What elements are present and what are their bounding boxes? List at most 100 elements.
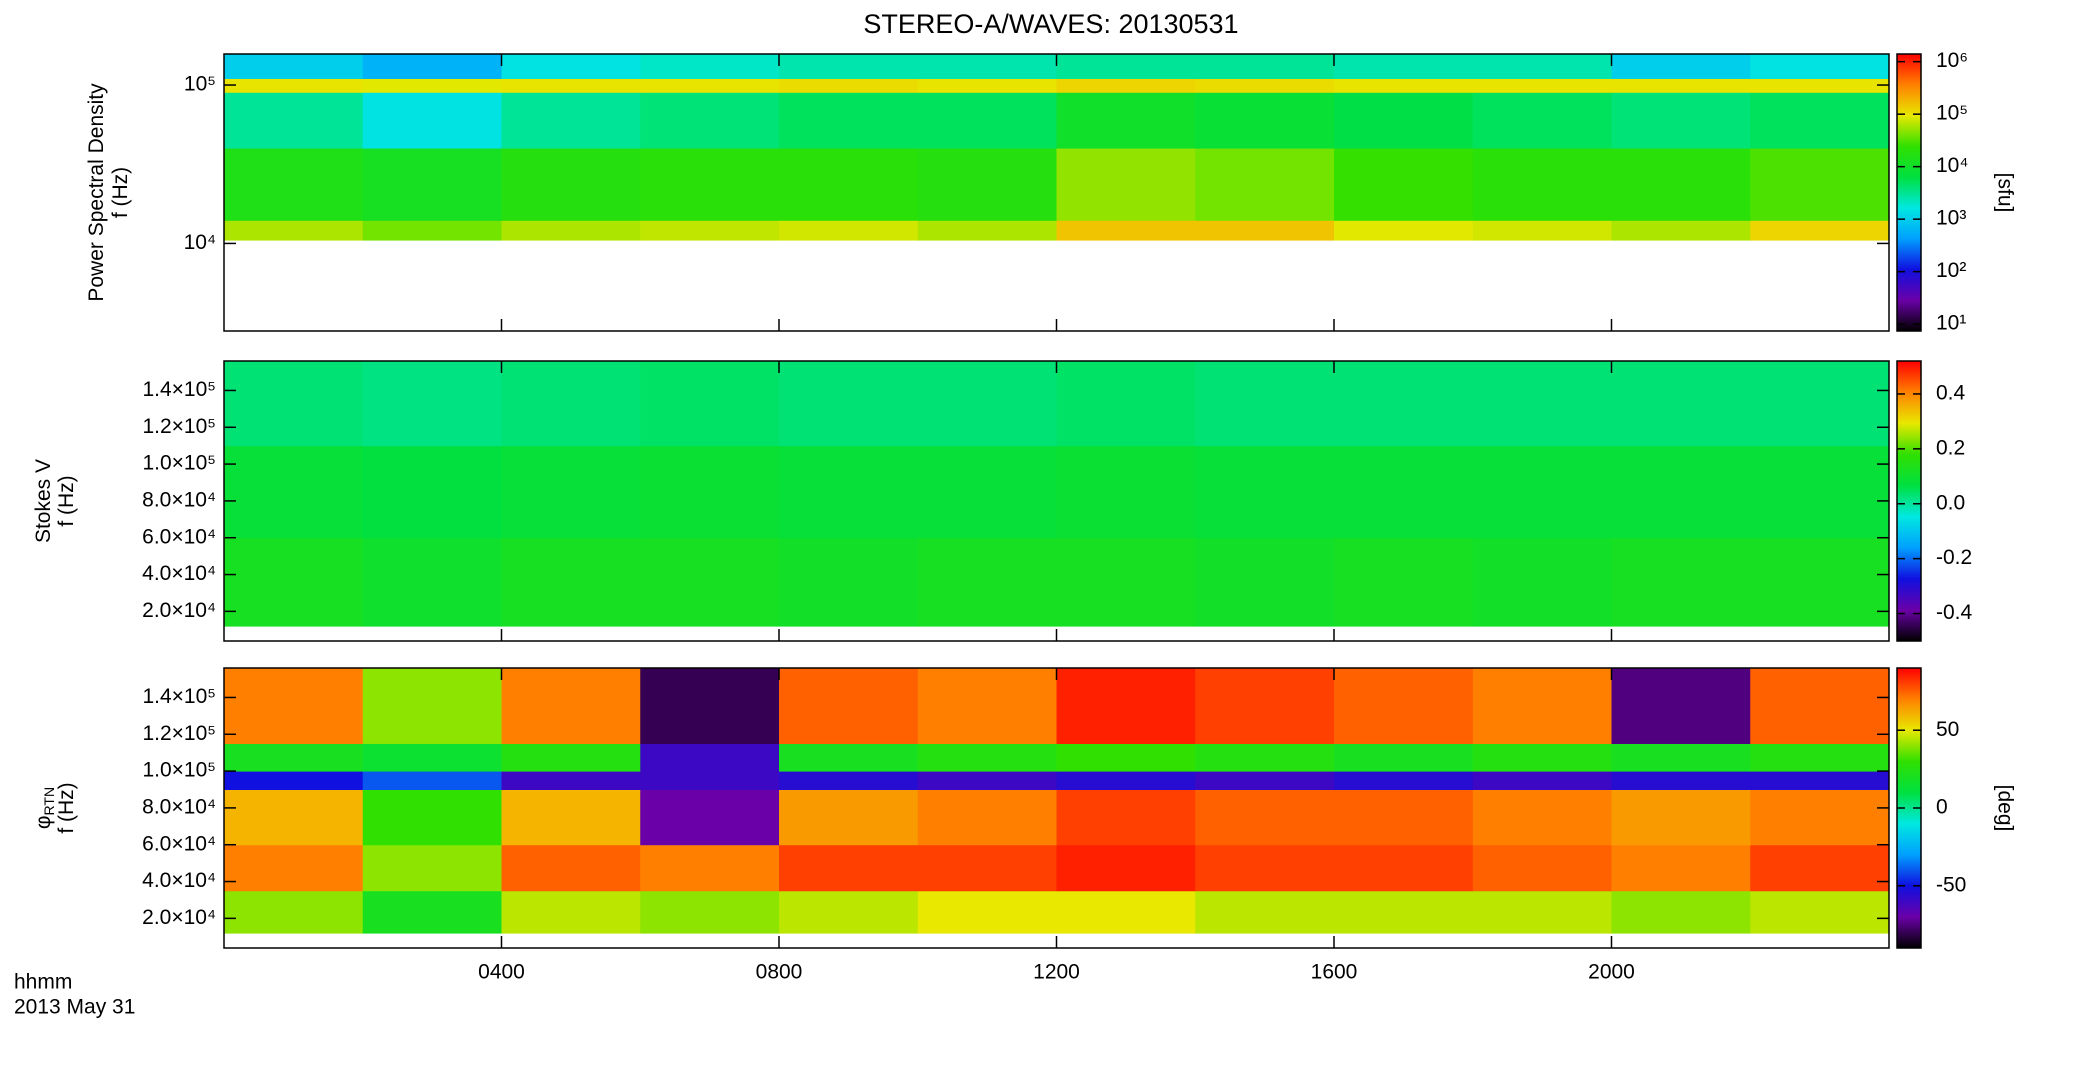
colorbar-tick-label: 10⁶ — [1936, 49, 1968, 72]
heatmap-cell — [917, 890, 1057, 934]
heatmap-cell — [1195, 844, 1335, 892]
heatmap-cell — [1611, 361, 1751, 447]
heatmap-cell — [224, 54, 364, 79]
heatmap-cell — [1750, 445, 1890, 539]
y-tick-label: 10⁴ — [184, 231, 216, 254]
heatmap-cell — [501, 220, 641, 241]
heatmap-cell — [1750, 220, 1890, 241]
heatmap-cell — [1472, 771, 1612, 790]
heatmap-cell — [779, 361, 919, 447]
heatmap-cell — [1472, 844, 1612, 892]
heatmap-cell — [779, 668, 919, 744]
heatmap-cell — [779, 92, 919, 149]
x-tick-label: 1600 — [1311, 961, 1358, 984]
heatmap-cell — [1056, 78, 1196, 93]
heatmap-cell — [917, 771, 1057, 790]
y-tick-label: 1.0×10⁵ — [142, 452, 216, 475]
heatmap-cell — [1611, 78, 1751, 93]
y-tick-label: 6.0×10⁴ — [142, 525, 216, 548]
heatmap-cell — [1195, 789, 1335, 846]
heatmap-cell — [1472, 890, 1612, 934]
heatmap-cell — [1056, 844, 1196, 892]
colorbar — [1896, 53, 1922, 332]
y-tick-label: 2.0×10⁴ — [142, 599, 216, 622]
heatmap-cell — [1056, 771, 1196, 790]
heatmap-cell — [1056, 92, 1196, 149]
y-axis-label: Power Spectral Density — [85, 83, 108, 302]
heatmap-cell — [1334, 361, 1474, 447]
heatmap-cell — [1195, 537, 1335, 627]
heatmap-cell — [1334, 78, 1474, 93]
heatmap-cell — [1195, 743, 1335, 772]
heatmap-cell — [362, 537, 502, 627]
heatmap-cell — [1611, 844, 1751, 892]
heatmap-cell — [362, 445, 502, 539]
heatmap-cell — [501, 537, 641, 627]
heatmap-cell — [1195, 148, 1335, 221]
heatmap-cell — [1750, 361, 1890, 447]
heatmap-cell — [501, 445, 641, 539]
heatmap-cell — [362, 844, 502, 892]
heatmap-cell — [362, 92, 502, 149]
colorbar-tick-label: 10⁵ — [1936, 102, 1968, 125]
heatmap-cell — [501, 361, 641, 447]
heatmap-cell — [640, 92, 780, 149]
heatmap-cell — [779, 890, 919, 934]
colorbar — [1896, 360, 1922, 642]
heatmap-cell — [640, 743, 780, 772]
heatmap-cell — [501, 771, 641, 790]
heatmap-cell — [917, 789, 1057, 846]
heatmap-cell — [501, 890, 641, 934]
heatmap-cell — [640, 445, 780, 539]
heatmap-cell — [1611, 92, 1751, 149]
heatmap-cell — [362, 771, 502, 790]
heatmap-cell — [1611, 220, 1751, 241]
y-axis-label-text: Stokes V — [32, 459, 55, 543]
colorbar-tick-label: -0.4 — [1936, 601, 1973, 624]
heatmap-cell — [224, 890, 364, 934]
heatmap-cell — [1056, 220, 1196, 241]
heatmap-cell — [1472, 78, 1612, 93]
heatmap-cell — [224, 445, 364, 539]
heatmap-cell — [1334, 844, 1474, 892]
heatmap-cell — [1195, 78, 1335, 93]
y-axis-label-text: f (Hz) — [55, 475, 78, 526]
heatmap-cell — [1750, 844, 1890, 892]
y-tick-label: 10⁵ — [184, 73, 216, 96]
heatmap-cell — [1334, 537, 1474, 627]
y-axis-label-text: φ — [32, 815, 55, 829]
y-axis-label-text: f (Hz) — [109, 167, 132, 218]
heatmap-cell — [1195, 92, 1335, 149]
y-tick-label: 4.0×10⁴ — [142, 869, 216, 892]
date-label: 2013 May 31 — [14, 996, 135, 1019]
heatmap-cell — [779, 148, 919, 221]
heatmap-cell — [917, 220, 1057, 241]
x-tick-label: 0400 — [478, 961, 525, 984]
heatmap-cell — [779, 54, 919, 79]
y-tick-label: 1.4×10⁵ — [142, 685, 216, 708]
colorbar-tick-label: 0.0 — [1936, 491, 1965, 514]
y-tick-label: 4.0×10⁴ — [142, 562, 216, 585]
heatmap-cell — [224, 668, 364, 744]
heatmap-cell — [1750, 92, 1890, 149]
heatmap-cell — [501, 668, 641, 744]
colorbar-tick-label: 10⁴ — [1936, 154, 1968, 177]
heatmap-cell — [1750, 54, 1890, 79]
y-tick-label: 1.4×10⁵ — [142, 378, 216, 401]
heatmap-cell — [501, 789, 641, 846]
heatmap-cell — [917, 844, 1057, 892]
heatmap-cell — [224, 743, 364, 772]
heatmap-cell — [917, 743, 1057, 772]
heatmap-cell — [640, 844, 780, 892]
heatmap-cell — [1750, 743, 1890, 772]
heatmap-cell — [1611, 148, 1751, 221]
heatmap-cell — [224, 78, 364, 93]
heatmap-cell — [1611, 789, 1751, 846]
heatmap-cell — [640, 537, 780, 627]
y-axis-label: f (Hz) — [55, 782, 78, 833]
y-axis-label-subscript: RTN — [41, 787, 57, 816]
time-label: hhmm — [14, 971, 72, 994]
heatmap-cell — [224, 771, 364, 790]
heatmap-cell — [779, 445, 919, 539]
